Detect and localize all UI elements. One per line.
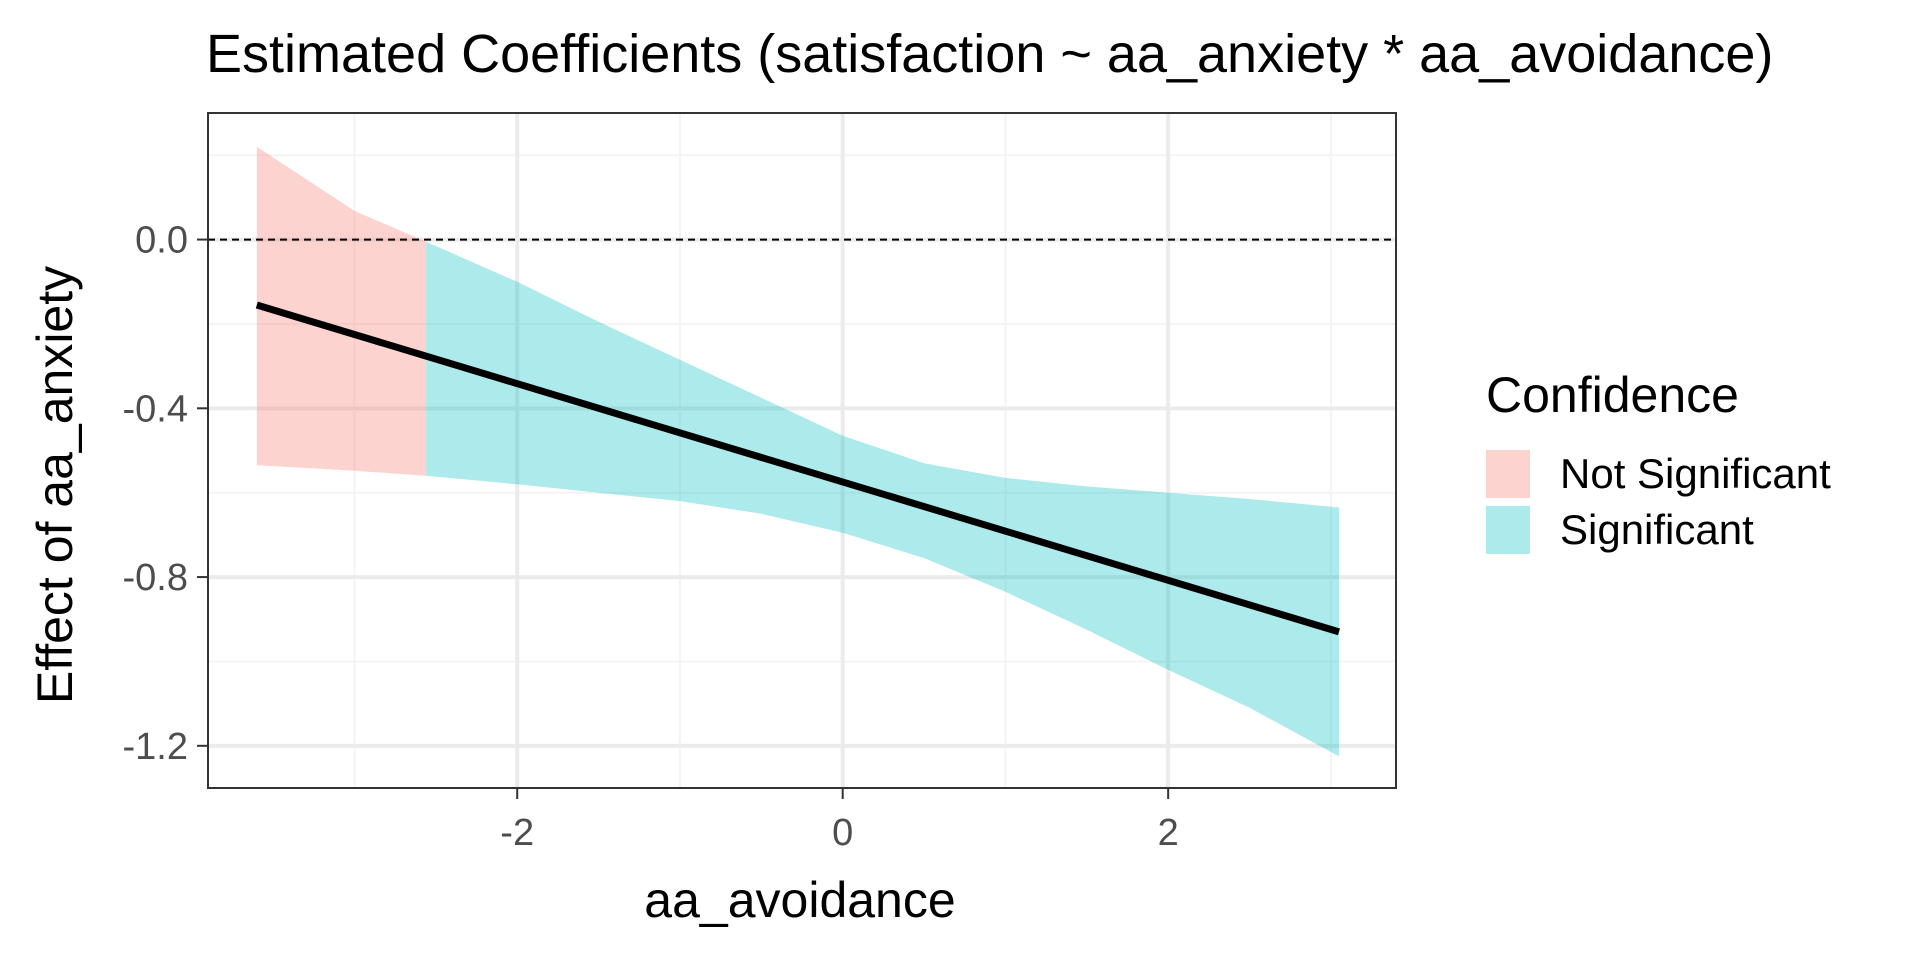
legend-label: Significant [1560,506,1754,553]
ribbon-significant [426,241,1340,757]
axis-ticks: -2 0 2 0.0 -0.4 -0.8 -1.2 [123,220,1179,854]
legend-title: Confidence [1486,367,1739,423]
panel-border [207,112,1397,789]
legend-label: Not Significant [1560,450,1831,497]
grid-lines [208,113,1396,788]
y-tick-label: -0.4 [123,388,188,430]
x-tick-label: -2 [500,812,534,854]
y-tick-label: -1.2 [123,726,188,768]
x-tick-label: 2 [1158,812,1179,854]
y-tick-label: 0.0 [135,220,188,262]
ribbon-not-significant [256,146,427,476]
ribbon-layer [256,146,1340,757]
legend-key [1486,506,1530,554]
chart-title: Estimated Coefficients (satisfaction ~ a… [206,24,1773,84]
legend-key [1486,450,1530,498]
x-axis-title: aa_avoidance [644,872,955,928]
effect-line [255,301,1341,636]
y-tick-label: -0.8 [123,557,188,599]
y-axis-title: Effect of aa_anxiety [27,266,83,704]
x-tick-label: 0 [832,812,853,854]
legend: Confidence Not Significant Significant [1486,367,1831,554]
effect-line-layer [255,301,1341,636]
